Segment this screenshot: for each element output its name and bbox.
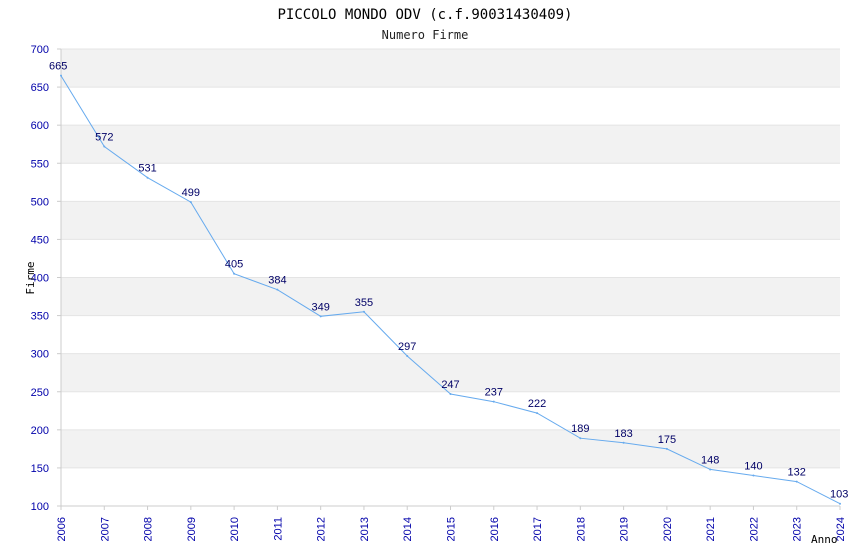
y-tick-label: 600 [31, 120, 49, 132]
x-tick-label: 2015 [446, 517, 458, 541]
data-point [795, 480, 798, 483]
x-tick-label: 2016 [489, 517, 501, 541]
chart-subtitle: Numero Firme [382, 28, 469, 42]
x-tick-label: 2020 [662, 517, 674, 541]
data-labels: 665 572 531 499 405 384 349 355 297 247 237 222 189 1… [49, 61, 848, 501]
data-point [665, 447, 668, 450]
y-tick-label: 550 [31, 158, 49, 170]
data-point [536, 412, 539, 415]
grid-band [61, 429, 840, 468]
x-axis-ticks: 2006 2007 2008 2009 2010 2011 2012 2013 2014 2015… [56, 506, 847, 541]
x-tick-label: 2022 [748, 517, 760, 541]
data-label: 247 [441, 379, 459, 391]
x-tick-label: 2024 [835, 517, 847, 541]
data-point [709, 468, 712, 471]
data-point [449, 393, 452, 396]
data-point [103, 145, 106, 148]
data-label: 499 [182, 187, 200, 199]
y-tick-label: 400 [31, 273, 49, 285]
y-tick-label: 250 [31, 387, 49, 399]
y-tick-label: 300 [31, 349, 49, 361]
data-label: 355 [355, 297, 373, 309]
data-label: 148 [701, 454, 719, 466]
x-tick-label: 2019 [619, 517, 631, 541]
grid-band [61, 277, 840, 316]
x-tick-label: 2007 [99, 517, 111, 541]
chart-title: PICCOLO MONDO ODV (c.f.90031430409) [277, 7, 572, 23]
data-label: 531 [138, 163, 156, 175]
x-tick-label: 2006 [56, 517, 68, 541]
data-point [406, 354, 409, 357]
data-point [276, 288, 279, 291]
x-tick-label: 2018 [575, 517, 587, 541]
data-label: 384 [268, 275, 286, 287]
grid-band [61, 201, 840, 240]
data-label: 665 [49, 61, 67, 73]
data-label: 222 [528, 398, 546, 410]
y-axis-ticks: 100 150 200 250 300 350 400 450 500 550 600 650 700 [31, 44, 61, 513]
data-label: 175 [658, 434, 676, 446]
y-tick-label: 450 [31, 234, 49, 246]
x-tick-label: 2014 [402, 517, 414, 541]
data-point [622, 441, 625, 444]
data-label: 189 [571, 423, 589, 435]
x-tick-label: 2009 [186, 517, 198, 541]
series-firme [60, 74, 841, 505]
y-tick-label: 350 [31, 311, 49, 323]
y-tick-label: 700 [31, 44, 49, 56]
data-label: 132 [788, 467, 806, 479]
data-label: 405 [225, 259, 243, 271]
data-point [146, 176, 149, 179]
y-tick-label: 500 [31, 196, 49, 208]
data-point [579, 437, 582, 440]
data-label: 572 [95, 131, 113, 143]
grid-band [61, 49, 840, 88]
y-tick-label: 200 [31, 425, 49, 437]
x-tick-label: 2012 [316, 517, 328, 541]
data-point [362, 310, 365, 313]
x-tick-label: 2010 [229, 517, 241, 541]
data-point [752, 474, 755, 477]
data-label: 183 [614, 428, 632, 440]
x-tick-label: 2013 [359, 517, 371, 541]
data-point [839, 502, 841, 505]
y-tick-label: 150 [31, 463, 49, 475]
y-tick-label: 650 [31, 82, 49, 94]
data-label: 103 [830, 489, 848, 501]
x-tick-label: 2011 [272, 517, 284, 541]
data-label: 140 [744, 461, 762, 473]
x-tick-label: 2023 [792, 517, 804, 541]
grid-band [61, 125, 840, 164]
data-point [233, 272, 236, 275]
data-point [60, 74, 62, 77]
data-label: 297 [398, 341, 416, 353]
x-tick-label: 2021 [705, 517, 717, 541]
y-axis-title: Firme [24, 261, 37, 294]
grid-bands [61, 49, 840, 468]
data-label: 349 [311, 301, 329, 313]
data-point [189, 201, 192, 204]
x-tick-label: 2008 [143, 517, 155, 541]
grid-band [61, 353, 840, 392]
x-axis-title: Anno [811, 533, 838, 546]
data-label: 237 [485, 387, 503, 399]
x-tick-label: 2017 [532, 517, 544, 541]
data-point [319, 315, 322, 318]
y-tick-label: 100 [31, 501, 49, 513]
data-point [492, 400, 495, 403]
